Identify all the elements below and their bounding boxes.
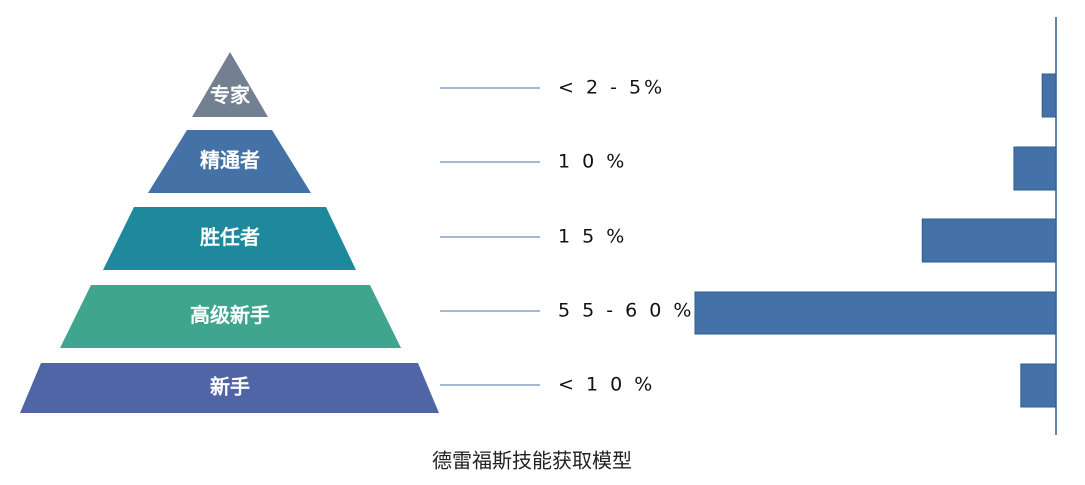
level-label: 高级新手 [190,303,270,327]
pyramid-level [192,52,268,117]
range-label: 5 5 - 6 0 % [558,300,694,322]
range-label: < 1 0 % [558,374,655,396]
level-label: 专家 [210,83,251,107]
chart-title: 德雷福斯技能获取模型 [432,449,632,473]
bar [1041,73,1057,118]
pyramid-level [148,130,311,193]
bar [921,218,1057,263]
range-label: 1 5 % [558,226,627,248]
level-label: 精通者 [200,148,260,172]
range-label: 1 0 % [558,151,627,173]
pyramid-level [103,207,356,270]
range-label: < 2 - 5% [558,77,665,99]
bar [694,291,1057,335]
bar [1013,146,1057,191]
bar [1020,363,1057,408]
pyramid-level [20,363,439,413]
pyramid-level [60,285,401,348]
level-label: 新手 [210,375,250,399]
level-label: 胜任者 [200,225,260,249]
